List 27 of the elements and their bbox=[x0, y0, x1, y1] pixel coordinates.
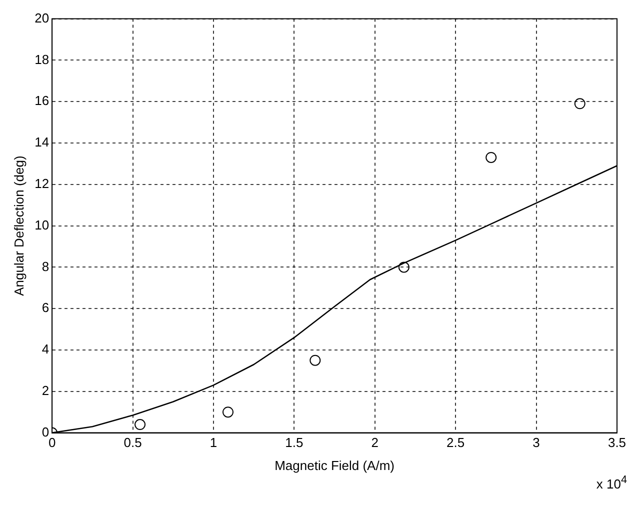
point bbox=[398, 262, 410, 273]
y-tick-label: 10 bbox=[34, 217, 50, 232]
y-axis-title: Angular Deflection (deg) bbox=[11, 156, 26, 296]
x-axis-title: Magnetic Field (A/m) bbox=[274, 458, 394, 473]
point bbox=[310, 354, 321, 366]
y-tick-label: 2 bbox=[42, 382, 50, 398]
x-tick-label: 1 bbox=[210, 435, 218, 450]
y-tick-label: 6 bbox=[42, 300, 50, 316]
text: x 10$^{4}$ bbox=[596, 474, 627, 492]
x-tick-label: 3 bbox=[532, 435, 540, 450]
y-tick-label: 14 bbox=[34, 134, 50, 150]
point bbox=[222, 406, 234, 418]
x-tick-label: 0.5 bbox=[124, 435, 142, 450]
y-tick-label: 18 bbox=[34, 52, 50, 67]
x-tick-label: 2.5 bbox=[446, 435, 465, 450]
y-tick-label: 0 bbox=[42, 424, 50, 440]
point bbox=[134, 419, 146, 430]
y-tick-label: 12 bbox=[34, 176, 50, 191]
y-tick-label: 8 bbox=[42, 258, 50, 274]
y-tick-label: 16 bbox=[34, 93, 50, 108]
point bbox=[486, 152, 497, 163]
y-tick-label: 4 bbox=[42, 342, 50, 357]
point bbox=[574, 98, 586, 110]
y-tick-label: 20 bbox=[34, 10, 50, 26]
x-tick-label: 1.5 bbox=[285, 435, 304, 450]
x-tick-label: 3.5 bbox=[608, 435, 626, 450]
x-tick-label: 2 bbox=[371, 435, 378, 450]
